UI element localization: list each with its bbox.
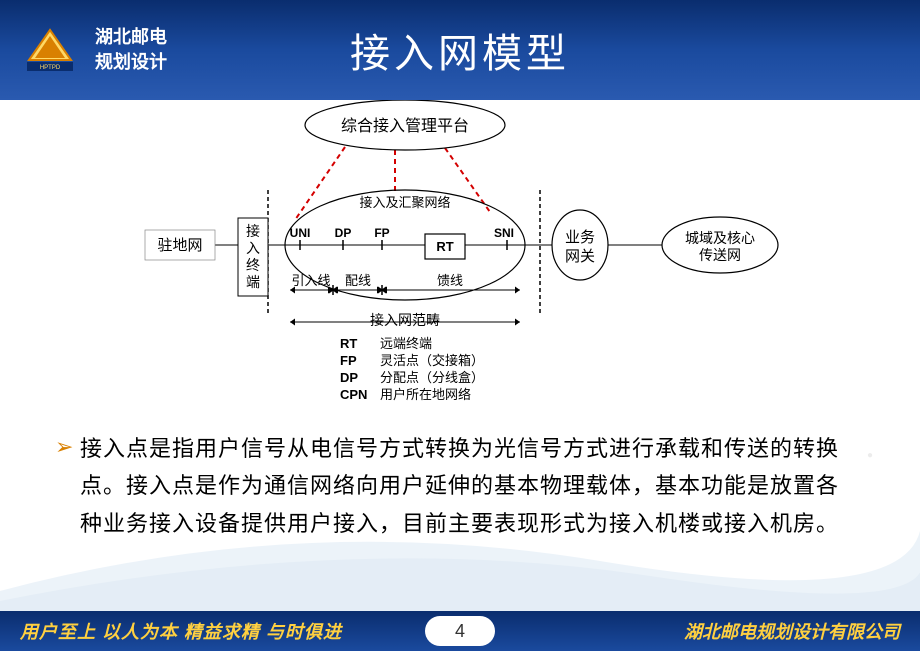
svg-text:灵活点（交接箱）: 灵活点（交接箱） [380, 353, 484, 368]
diagram: 综合接入管理平台驻地网接入终端UNIDPFPSNIRT业务网关城域及核心传送网接… [0, 100, 920, 410]
svg-text:端: 端 [246, 274, 260, 290]
svg-text:接: 接 [246, 223, 260, 239]
org-line1: 湖北邮电 [95, 25, 167, 50]
svg-text:RT: RT [340, 336, 357, 351]
svg-text:传送网: 传送网 [699, 247, 741, 263]
svg-text:引入线: 引入线 [291, 273, 330, 288]
svg-text:DP: DP [340, 370, 358, 385]
header: HPTPD 湖北邮电 规划设计 接入网模型 [0, 0, 920, 100]
svg-text:分配点（分线盒）: 分配点（分线盒） [380, 370, 484, 385]
svg-text:业务: 业务 [565, 229, 595, 246]
svg-text:配线: 配线 [345, 273, 371, 288]
svg-text:远端终端: 远端终端 [380, 336, 432, 351]
watermark-icon: ● [835, 420, 905, 490]
bullet-section: ➢ 接入点是指用户信号从电信号方式转换为光信号方式进行承载和传送的转换点。接入点… [0, 410, 920, 542]
svg-text:UNI: UNI [290, 226, 311, 240]
svg-text:RT: RT [436, 239, 453, 254]
svg-text:FP: FP [374, 226, 389, 240]
logo: HPTPD [20, 25, 80, 75]
svg-text:接入网范畴: 接入网范畴 [370, 312, 440, 328]
svg-text:HPTPD: HPTPD [40, 65, 61, 71]
bullet-arrow-icon: ➢ [55, 434, 73, 460]
svg-text:FP: FP [340, 353, 357, 368]
svg-text:接入及汇聚网络: 接入及汇聚网络 [359, 195, 450, 210]
svg-text:CPN: CPN [340, 387, 367, 402]
page-title: 接入网模型 [350, 21, 570, 79]
svg-text:用户所在地网络: 用户所在地网络 [380, 387, 471, 402]
svg-text:城域及核心: 城域及核心 [685, 230, 755, 246]
svg-text:馈线: 馈线 [437, 273, 463, 288]
org-line2: 规划设计 [95, 50, 167, 75]
svg-text:DP: DP [335, 226, 352, 240]
footer-slogan: 用户至上 以人为本 精益求精 与时俱进 [20, 618, 342, 644]
footer-company: 湖北邮电规划设计有限公司 [684, 618, 900, 644]
svg-text:终: 终 [246, 257, 260, 273]
svg-text:入: 入 [246, 240, 260, 256]
svg-text:驻地网: 驻地网 [157, 237, 202, 254]
bullet-text: 接入点是指用户信号从电信号方式转换为光信号方式进行承载和传送的转换点。接入点是作… [80, 430, 850, 542]
diagram-svg: 综合接入管理平台驻地网接入终端UNIDPFPSNIRT业务网关城域及核心传送网接… [0, 100, 920, 410]
logo-icon: HPTPD [25, 28, 75, 73]
svg-text:网关: 网关 [565, 248, 595, 265]
svg-text:综合接入管理平台: 综合接入管理平台 [341, 117, 469, 135]
svg-text:SNI: SNI [494, 226, 514, 240]
page-number: 4 [425, 616, 495, 646]
org-name: 湖北邮电 规划设计 [95, 25, 167, 75]
